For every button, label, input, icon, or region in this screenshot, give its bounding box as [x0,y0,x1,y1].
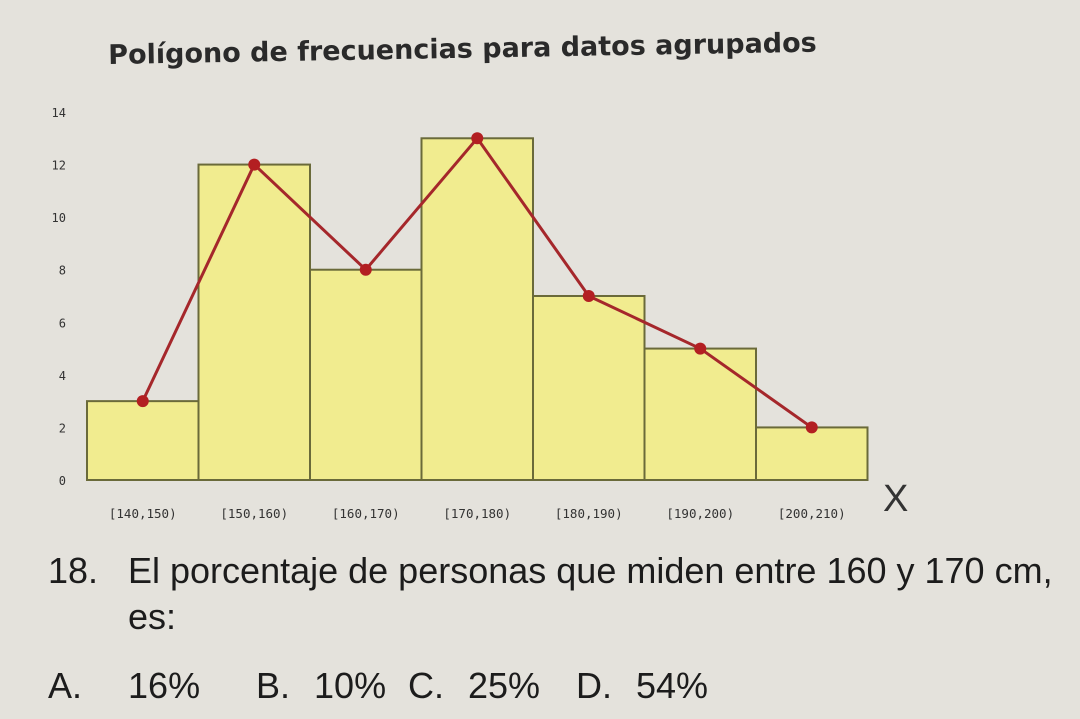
y-tick-label-4: 8 [59,264,66,278]
option-b-letter: B. [256,665,291,706]
option-c[interactable]: C. 25% [408,665,540,707]
polygon-point-0 [136,395,149,408]
x-axis-tick-labels: [140,150) [150,160) [160,170) [170,180) [180… [109,506,846,521]
option-c-letter: C. [408,665,444,706]
option-d-letter: D. [576,665,612,706]
polygon-point-4 [582,290,595,302]
polygon-point-6 [805,421,818,434]
y-tick-label-1: 2 [59,421,66,435]
frequency-polygon [136,132,818,434]
bar-4 [532,295,646,481]
bar-3 [420,137,534,482]
histogram-bars [86,137,869,482]
y-tick-label-3: 6 [59,316,66,330]
bar-5 [643,347,757,482]
bar-2 [309,268,423,482]
x-axis-label: X [883,478,909,520]
polygon-point-3 [471,132,484,145]
polygon-point-2 [359,263,372,276]
x-tick-label-1: [150,160) [220,506,288,521]
x-tick-label-4: [180,190) [555,506,623,521]
y-tick-label-7: 14 [52,106,66,120]
bar-1 [197,163,311,481]
x-tick-label-0: [140,150) [109,506,177,521]
option-c-text: 25% [468,665,541,706]
polygon-point-5 [694,342,707,355]
option-a-text: 16% [128,665,201,706]
bar-6 [755,426,869,481]
question-text-line-2: es: [128,596,177,637]
question-text-line-1: El porcentaje de personas que miden entr… [128,550,1053,591]
polygon-point-1 [248,158,261,171]
option-a[interactable]: A. 16% [48,665,200,707]
x-tick-label-5: [190,200) [666,506,734,521]
option-d-text: 54% [636,665,709,706]
y-axis-ticks: 0 2 4 6 8 10 12 14 [52,106,66,488]
y-tick-label-2: 4 [59,369,66,383]
y-tick-label-5: 10 [52,211,66,225]
x-tick-label-2: [160,170) [332,506,400,521]
bar-0 [86,400,200,481]
question-line-1: 18. El porcentaje de personas que miden e… [48,548,1078,594]
y-tick-label-6: 12 [52,159,66,173]
x-tick-label-6: [200,210) [778,506,846,521]
option-a-letter: A. [48,665,83,706]
x-tick-label-3: [170,180) [443,506,511,521]
question-number: 18. [48,550,99,591]
option-d[interactable]: D. 54% [576,665,708,707]
option-b[interactable]: B. 10% [256,665,386,707]
y-tick-label-0: 0 [59,474,66,488]
question: 18. El porcentaje de personas que miden e… [48,548,1078,640]
option-b-text: 10% [314,665,387,706]
